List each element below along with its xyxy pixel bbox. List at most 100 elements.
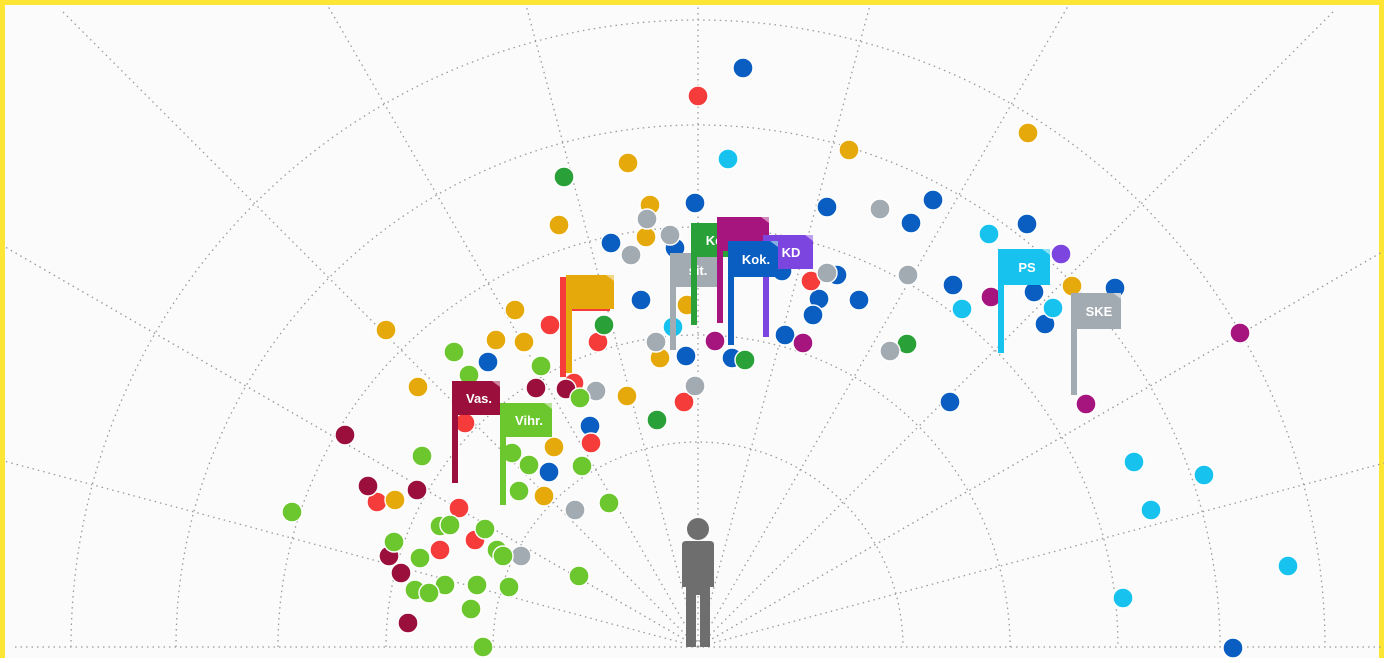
data-point — [673, 391, 695, 413]
data-point — [978, 223, 1000, 245]
grid-spoke — [61, 10, 699, 648]
flag-cloth — [998, 249, 1050, 285]
polar-grid — [5, 5, 1384, 648]
flag-fold — [544, 403, 552, 409]
data-point — [1050, 243, 1072, 265]
grid-spoke — [326, 5, 699, 648]
data-point — [548, 214, 570, 236]
data-point — [734, 349, 756, 371]
data-point — [646, 409, 668, 431]
data-point — [900, 212, 922, 234]
data-point — [1042, 297, 1064, 319]
grid-ring-2 — [385, 334, 1011, 648]
data-point — [816, 196, 838, 218]
flag-label: Vihr. — [515, 413, 543, 428]
data-point — [539, 314, 561, 336]
data-point — [922, 189, 944, 211]
data-point — [1193, 464, 1215, 486]
flag-fold — [492, 381, 500, 387]
data-point — [802, 304, 824, 326]
data-point — [774, 324, 796, 346]
data-point — [687, 85, 709, 107]
data-point — [538, 461, 560, 483]
flag-pole — [1071, 293, 1077, 395]
data-point — [869, 198, 891, 220]
data-point — [485, 329, 507, 351]
data-point — [418, 582, 440, 604]
flag-pole — [728, 241, 734, 345]
grid-spoke — [697, 5, 871, 648]
data-point — [617, 152, 639, 174]
flag-pole — [717, 217, 723, 323]
data-point — [429, 539, 451, 561]
data-point — [600, 232, 622, 254]
grid-spoke — [697, 5, 1070, 648]
data-point — [816, 262, 838, 284]
data-point — [409, 547, 431, 569]
data-point — [492, 545, 514, 567]
data-point — [508, 480, 530, 502]
grid-ring-5 — [70, 19, 1326, 648]
data-point — [411, 445, 433, 467]
data-point — [460, 598, 482, 620]
grid-spoke — [697, 250, 1384, 648]
data-point — [513, 331, 535, 353]
data-point — [518, 454, 540, 476]
data-point — [1229, 322, 1251, 344]
data-point — [879, 340, 901, 362]
data-point — [645, 331, 667, 353]
data-point — [553, 166, 575, 188]
flag-fold — [606, 275, 614, 281]
data-point — [525, 377, 547, 399]
grid-spoke — [697, 462, 1384, 648]
data-point — [571, 455, 593, 477]
flag-cloth — [452, 381, 500, 415]
flag-fold — [770, 241, 778, 247]
data-point — [732, 57, 754, 79]
data-point — [659, 224, 681, 246]
flag-label: Kok. — [742, 252, 770, 267]
data-point — [375, 319, 397, 341]
data-point — [598, 492, 620, 514]
data-point — [704, 330, 726, 352]
data-point — [568, 565, 590, 587]
data-point — [675, 345, 697, 367]
person-icon — [682, 518, 714, 647]
data-point — [593, 314, 615, 336]
data-point — [448, 497, 470, 519]
data-point — [1075, 393, 1097, 415]
data-point — [684, 192, 706, 214]
data-point — [477, 351, 499, 373]
data-point — [792, 332, 814, 354]
data-point — [951, 298, 973, 320]
data-point — [474, 518, 496, 540]
data-point — [281, 501, 303, 523]
data-point — [543, 436, 565, 458]
flag-fold — [1113, 293, 1121, 299]
flag-pole — [566, 275, 572, 373]
data-point — [498, 576, 520, 598]
flag-label: SKE — [1086, 304, 1113, 319]
flag-pole — [500, 403, 506, 505]
data-point — [580, 432, 602, 454]
flag-cloth — [1071, 293, 1121, 329]
flag-fold — [761, 217, 769, 223]
flag-cloth — [566, 275, 614, 309]
data-point — [397, 612, 419, 634]
flag-fold — [805, 235, 813, 241]
data-point — [1140, 499, 1162, 521]
flag-pole — [670, 253, 676, 350]
data-point — [1017, 122, 1039, 144]
data-point — [390, 562, 412, 584]
data-point — [635, 226, 657, 248]
party-flag — [566, 275, 614, 373]
data-point — [472, 636, 494, 658]
grid-spoke — [525, 5, 699, 648]
data-points — [281, 57, 1299, 659]
data-point — [1222, 637, 1244, 659]
party-flag-ske: SKE — [1071, 293, 1121, 395]
data-point — [1123, 451, 1145, 473]
